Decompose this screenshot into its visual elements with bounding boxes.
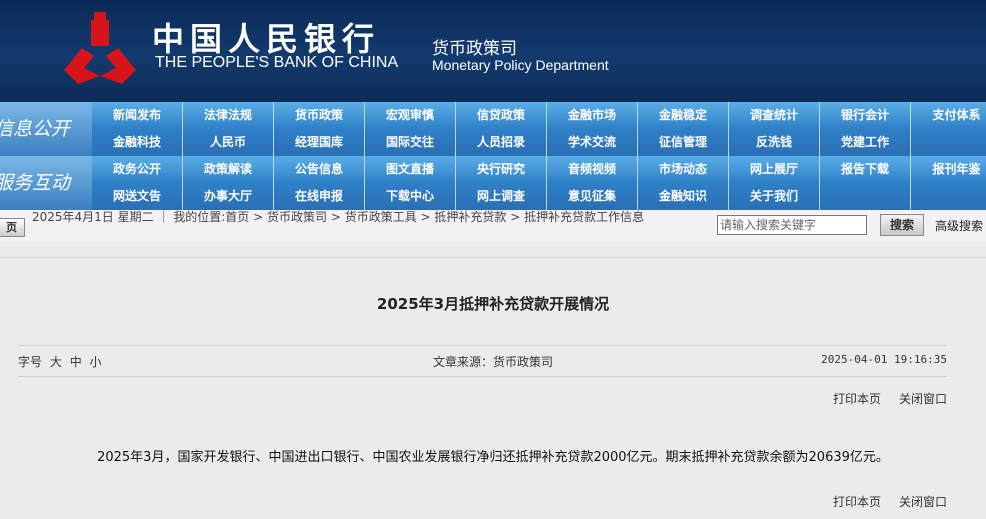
advanced-search-link[interactable]: 高级搜索 [935, 219, 984, 233]
nav-item[interactable]: 反洗钱 [729, 129, 820, 156]
nav-item[interactable]: 办事大厅 [183, 183, 274, 210]
nav-item[interactable]: 意见征集 [547, 183, 638, 210]
font-large[interactable]: 大 [49, 355, 62, 369]
nav-item[interactable]: 银行会计 [820, 102, 911, 129]
breadcrumb: 2025年4月1日 星期二 ｜ 我的位置:首页 > 货币政策司 > 货币政策工具… [32, 211, 672, 224]
nav-item[interactable]: 货币政策 [274, 102, 365, 129]
divider [0, 257, 986, 258]
crumb-tools[interactable]: 货币政策工具 [344, 210, 417, 224]
crumb-sep: > [249, 210, 267, 224]
nav-item[interactable]: 新闻发布 [92, 102, 183, 129]
crumb-sep: > [416, 210, 435, 224]
crumb-current[interactable]: 抵押补充贷款工作信息 [524, 210, 645, 224]
close-window-link[interactable]: 关闭窗口 [898, 495, 947, 509]
nav-item[interactable]: 政策解读 [183, 156, 274, 183]
nav-item[interactable]: 经理国库 [274, 129, 365, 156]
nav-item[interactable]: 金融知识 [638, 183, 729, 210]
nav-item[interactable]: 公告信息 [274, 156, 365, 183]
nav-item[interactable]: 支付体系 [932, 108, 981, 122]
nav-item[interactable]: 在线申报 [274, 183, 365, 210]
crumb-dept[interactable]: 货币政策司 [267, 210, 328, 224]
crumb-sep: > [327, 210, 345, 224]
nav-item[interactable]: 市场动态 [638, 156, 729, 183]
nav-item[interactable]: 下载中心 [365, 183, 456, 210]
font-small[interactable]: 小 [89, 355, 102, 369]
nav-item[interactable]: 图文直播 [365, 156, 456, 183]
nav-item [911, 129, 986, 156]
nav-item[interactable]: 宏观审慎 [365, 102, 456, 129]
close-window-link[interactable]: 关闭窗口 [898, 392, 947, 406]
nav-service: 服务互动 政务公开 政策解读 公告信息 图文直播 央行研究 音频视频 市场动态 网上展厅 报告下… [0, 156, 986, 210]
nav-item[interactable]: 调查统计 [729, 102, 820, 129]
font-medium[interactable]: 中 [69, 355, 82, 369]
nav-item[interactable]: 法律法规 [183, 102, 274, 129]
nav-item[interactable]: 人民币 [183, 129, 274, 156]
nav-item[interactable]: 报告下载 [820, 156, 911, 183]
article-title: 2025年3月抵押补充贷款开展情况 [376, 295, 610, 313]
nav-item[interactable]: 报刊年鉴 [932, 162, 981, 176]
nav-item[interactable]: 网上展厅 [729, 156, 820, 183]
font-size-label: 字号 [18, 355, 43, 369]
nav-item[interactable]: 金融稳定 [638, 102, 729, 129]
nav-item[interactable]: 人员招录 [456, 129, 547, 156]
print-link[interactable]: 打印本页 [832, 392, 881, 406]
nav-item[interactable]: 信贷政策 [456, 102, 547, 129]
site-header: 中国人民银行 THE PEOPLE'S BANK OF CHINA 货币政策司 … [0, 0, 986, 102]
crumb-psl[interactable]: 抵押补充贷款 [434, 210, 507, 224]
print-link[interactable]: 打印本页 [832, 495, 881, 509]
nav-item[interactable]: 征信管理 [638, 129, 729, 156]
article-body: 2025年3月，国家开发银行、中国进出口银行、中国农业发展银行净归还抵押补充贷款… [97, 450, 889, 465]
pboc-logo [64, 12, 136, 84]
bank-name-en: THE PEOPLE'S BANK OF CHINA [155, 54, 399, 71]
nav-item[interactable]: 网上调查 [456, 183, 547, 210]
nav-item[interactable]: 金融市场 [547, 102, 638, 129]
nav-item[interactable]: 金融科技 [92, 129, 183, 156]
nav-item[interactable]: 国际交往 [365, 129, 456, 156]
dept-name-en: Monetary Policy Department [432, 57, 609, 73]
nav-service-label: 服务互动 [0, 156, 92, 210]
date-location: 2025年4月1日 星期二 ｜ 我的位置: [32, 210, 226, 224]
nav-item [820, 183, 911, 210]
nav-info: 信息公开 新闻发布 法律法规 货币政策 宏观审慎 信贷政策 金融市场 金融稳定 调查统计 银行会… [0, 102, 986, 156]
article-date: 2025-04-01 19:16:35 [821, 353, 947, 366]
nav-item[interactable]: 政务公开 [92, 156, 183, 183]
nav-item [911, 183, 986, 210]
nav-item[interactable]: 学术交流 [547, 129, 638, 156]
article-tools-top: 打印本页 关闭窗口 [815, 390, 947, 407]
crumb-home[interactable]: 首页 [225, 210, 250, 224]
search-button[interactable]: 搜索 [880, 214, 924, 236]
font-size-controls: 字号 大 中 小 [18, 353, 102, 370]
article-tools-bottom: 打印本页 关闭窗口 [815, 493, 947, 510]
nav-item[interactable]: 央行研究 [456, 156, 547, 183]
nav-item[interactable]: 音频视频 [547, 156, 638, 183]
nav-item[interactable]: 党建工作 [820, 129, 911, 156]
nav-item[interactable]: 关于我们 [729, 183, 820, 210]
home-button[interactable]: 页 [0, 218, 25, 237]
divider [18, 345, 947, 346]
nav-item[interactable]: 网送文告 [92, 183, 183, 210]
dept-name-cn: 货币政策司 [432, 39, 517, 59]
search-input[interactable]: 请输入搜索关键字 [717, 215, 867, 235]
divider [18, 376, 947, 377]
crumb-sep: > [506, 210, 525, 224]
bank-name-cn: 中国人民银行 [152, 20, 381, 58]
nav-info-label: 信息公开 [0, 102, 92, 156]
